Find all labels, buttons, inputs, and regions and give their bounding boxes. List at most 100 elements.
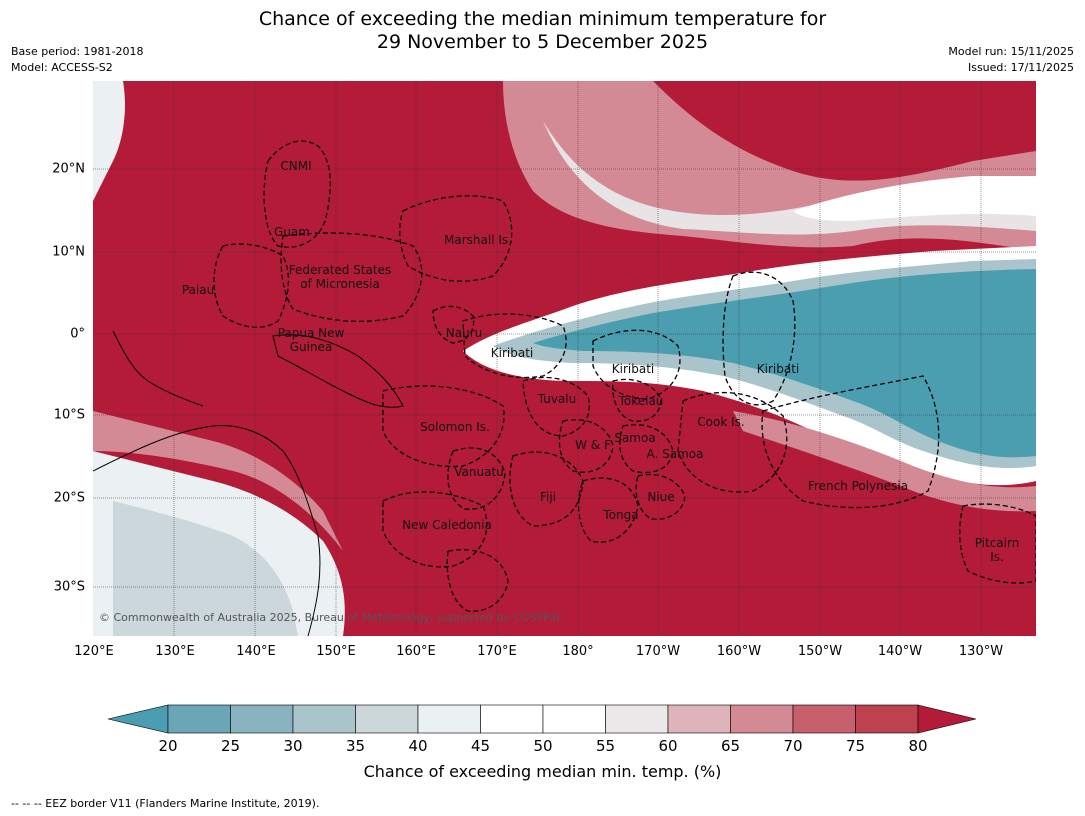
title-line-1: Chance of exceeding the median minimum t… <box>258 8 827 30</box>
colorbar-tick-30: 30 <box>283 737 303 755</box>
label-pitcairn: Pitcairn Is. <box>975 536 1020 564</box>
label-palau: Palau <box>181 283 215 297</box>
north-band-white <box>793 176 1036 221</box>
colorbar-tick-40: 40 <box>408 737 428 755</box>
issued-date: Issued: 17/11/2025 <box>967 61 1074 74</box>
australia-edge-70 <box>93 411 343 551</box>
lon-label-150e: 150°E <box>316 644 356 659</box>
lon-label-160e: 160°E <box>396 644 436 659</box>
eez-new-caledonia <box>382 491 488 568</box>
colorbar-segment-6 <box>480 704 544 734</box>
colorbar-tick-60: 60 <box>658 737 678 755</box>
base-period: Base period: 1981-2018 <box>11 45 144 58</box>
eez-tokelau <box>612 378 662 422</box>
colorbar-segment-4 <box>355 704 419 734</box>
new-guinea-coast <box>272 334 404 408</box>
eez-niue <box>635 473 686 520</box>
eez-kiribati-w <box>462 313 567 379</box>
label-samoa: Samoa <box>614 431 656 445</box>
label-tonga: Tonga <box>603 508 639 522</box>
australia-pale-2 <box>113 501 298 636</box>
colorbar-tick-50: 50 <box>533 737 553 755</box>
map-panel: CNMI Guam Marshall Is. Federated States … <box>93 81 1036 636</box>
label-cook: Cook Is. <box>697 415 745 429</box>
colorbar-tick-35: 35 <box>345 737 366 755</box>
lon-label-170e: 170°E <box>477 644 517 659</box>
eez-pitcairn <box>959 503 1036 584</box>
south-edge-70 <box>733 411 1036 512</box>
lon-label-140w: 140°W <box>877 644 923 659</box>
label-pitcairn-line-1: Pitcairn <box>974 536 1020 550</box>
label-wf: W & F <box>575 438 611 452</box>
label-solomon: Solomon Is. <box>420 420 490 434</box>
colorbar-tick-20: 20 <box>158 737 178 755</box>
label-niue: Niue <box>647 490 675 504</box>
colorbar-segment-8 <box>605 704 669 734</box>
eez-fsm <box>280 232 423 322</box>
colorbar-segment-1 <box>167 704 231 734</box>
meta-left: Base period: 1981-2018 Model: ACCESS-S2 <box>11 44 143 76</box>
map-graphic <box>93 81 1036 636</box>
lon-label-120e: 120°E <box>74 644 114 659</box>
eez-kiribati-c <box>592 329 681 400</box>
eez-footnote: -- -- -- EEZ border V11 (Flanders Marine… <box>11 797 320 810</box>
colorbar-segment-13 <box>917 704 977 734</box>
label-new-caledonia: New Caledonia <box>402 518 492 532</box>
label-pitcairn-line-2: Is. <box>990 550 1004 564</box>
label-marshall: Marshall Is. <box>444 233 512 247</box>
lat-label-20s: 20°S <box>53 490 85 506</box>
model-name: Model: ACCESS-S2 <box>11 61 113 74</box>
label-kiribati-central: Kiribati <box>611 362 655 376</box>
label-fsm-line-1: Federated States <box>288 263 392 277</box>
colorbar-segment-10 <box>730 704 794 734</box>
australia-coast <box>93 425 321 636</box>
label-kiribati-east: Kiribati <box>756 362 800 376</box>
title-line-2: 29 November to 5 December 2025 <box>376 31 709 53</box>
colorbar-segment-0 <box>108 704 169 734</box>
lat-label-0: 0° <box>70 326 85 342</box>
label-tuvalu: Tuvalu <box>537 392 577 406</box>
label-french-polynesia: French Polynesia <box>807 479 909 493</box>
graticule <box>93 81 1036 636</box>
equatorial-band-20 <box>533 269 1036 458</box>
label-fsm: Federated States of Micronesia <box>289 263 391 291</box>
label-nauru: Nauru <box>445 326 483 340</box>
eez-tonga <box>577 477 639 543</box>
colorbar-segment-12 <box>855 704 919 734</box>
label-cnmi: CNMI <box>280 159 312 173</box>
colorbar-segment-2 <box>230 704 294 734</box>
colorbar-tick-65: 65 <box>720 737 741 755</box>
lat-label-30s: 30°S <box>53 579 85 595</box>
copyright-notice: © Commonwealth of Australia 2025, Bureau… <box>99 611 563 624</box>
colorbar-segment-5 <box>417 704 481 734</box>
colorbar-tick-55: 55 <box>595 737 616 755</box>
eez-palau <box>213 243 290 328</box>
label-png-line-1: Papua New <box>277 326 345 340</box>
eez-vanuatu <box>447 447 506 510</box>
eez-norfolk <box>446 549 509 612</box>
label-png-line-2: Guinea <box>289 340 333 354</box>
eez-cook <box>677 391 788 493</box>
eez-solomon <box>382 385 505 468</box>
lon-label-180: 180° <box>562 644 594 659</box>
lon-label-160w: 160°W <box>716 644 762 659</box>
colorbar-segment-9 <box>667 704 731 734</box>
colorbar-tick-80: 80 <box>908 737 928 755</box>
eez-samoa <box>619 424 674 474</box>
label-american-samoa: A. Samoa <box>646 447 704 461</box>
nw-corner-pale <box>93 81 125 201</box>
eez-wf <box>558 419 614 473</box>
eez-borders <box>213 140 1036 612</box>
chart-title: Chance of exceeding the median minimum t… <box>0 8 1085 54</box>
colorbar-tick-25: 25 <box>220 737 241 755</box>
indonesia-coast <box>112 330 204 407</box>
label-png: Papua New Guinea <box>278 326 345 354</box>
eez-kiribati-e <box>722 271 796 406</box>
colorbar-segment-11 <box>792 704 856 734</box>
eez-french-polynesia <box>761 375 940 509</box>
colorbar-tick-45: 45 <box>470 737 491 755</box>
colorbar-label: Chance of exceeding median min. temp. (%… <box>363 762 722 781</box>
label-vanuatu: Vanuatu <box>454 465 504 479</box>
colorbar-tick-70: 70 <box>783 737 803 755</box>
label-kiribati-west: Kiribati <box>490 346 534 360</box>
